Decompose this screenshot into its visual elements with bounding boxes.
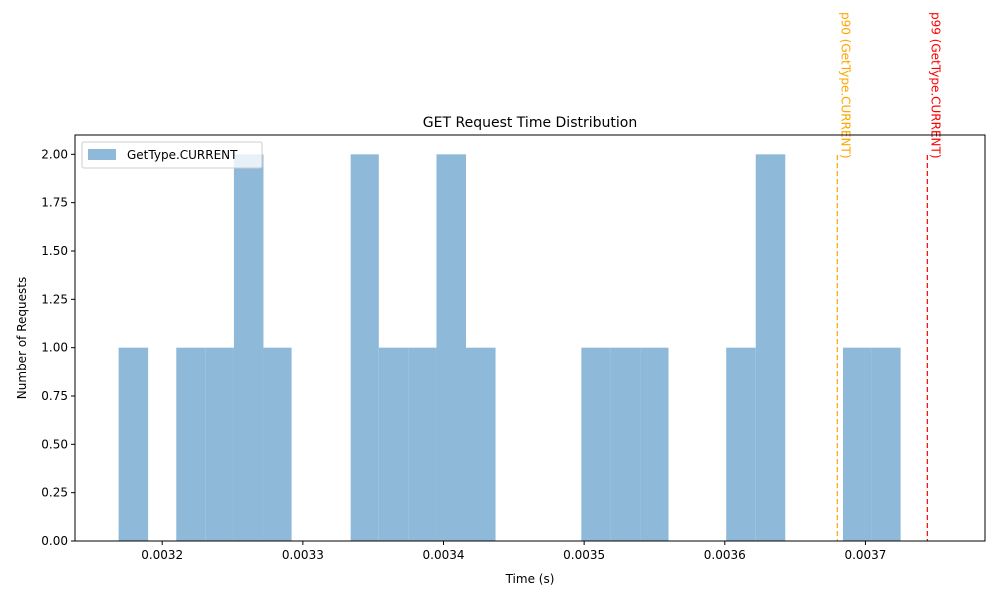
x-tick-label: 0.0037: [844, 548, 886, 562]
histogram-bar: [842, 347, 872, 541]
histogram-bar: [176, 347, 206, 541]
y-axis-title: Number of Requests: [15, 277, 29, 399]
legend-box: [81, 141, 263, 169]
x-axis-title: Time (s): [505, 572, 555, 586]
percentile-markers: p90 (GetType.CURRENT) p99 (GetType.CURREN…: [836, 12, 942, 541]
histogram-bar: [118, 347, 149, 541]
histogram-bar: [205, 347, 234, 541]
bars-layer: [118, 154, 901, 542]
histogram-bar: [581, 347, 611, 541]
legend-swatch: [88, 149, 116, 160]
chart-title: GET Request Time Distribution: [423, 115, 637, 131]
y-tick-label: 0.50: [41, 437, 68, 451]
histogram-bar: [640, 347, 669, 541]
histogram-bar: [436, 154, 467, 542]
histogram-bar: [378, 347, 409, 541]
y-tick-label: 1.00: [41, 341, 68, 355]
histogram-bar: [233, 154, 264, 542]
histogram-bar: [466, 347, 496, 541]
x-tick-label: 0.0033: [282, 548, 324, 562]
histogram-bar: [408, 347, 437, 541]
histogram-bar: [755, 154, 786, 542]
x-tick-label: 0.0034: [423, 548, 465, 562]
plot-area-frame: [74, 134, 986, 542]
x-axis-ticks: 0.0032 0.0033 0.0034 0.0035 0.0036 0.0037: [141, 541, 886, 562]
y-tick-label: 2.00: [41, 147, 68, 161]
histogram-bar: [263, 347, 292, 541]
y-tick-label: 0.75: [41, 389, 68, 403]
percentile-label: p90 (GetType.CURRENT): [838, 12, 852, 159]
y-tick-label: 1.75: [41, 196, 68, 210]
x-tick-label: 0.0032: [141, 548, 183, 562]
y-tick-label: 1.25: [41, 292, 68, 306]
y-tick-label: 0.00: [41, 534, 68, 548]
y-tick-label: 1.50: [41, 244, 68, 258]
x-tick-label: 0.0035: [563, 548, 605, 562]
y-tick-label: 0.25: [41, 486, 68, 500]
y-axis-ticks: 0.00 0.25 0.50 0.75 1.00 1.25 1.50 1.75 2.00: [41, 147, 75, 548]
x-tick-label: 0.0036: [704, 548, 746, 562]
histogram-bar: [610, 347, 641, 541]
percentile-label: p99 (GetType.CURRENT): [928, 12, 942, 159]
histogram-bar: [871, 347, 901, 541]
legend-label: GetType.CURRENT: [127, 148, 238, 162]
histogram-bar: [350, 154, 379, 542]
histogram-bar: [726, 347, 756, 541]
legend: GetType.CURRENT: [81, 141, 263, 169]
